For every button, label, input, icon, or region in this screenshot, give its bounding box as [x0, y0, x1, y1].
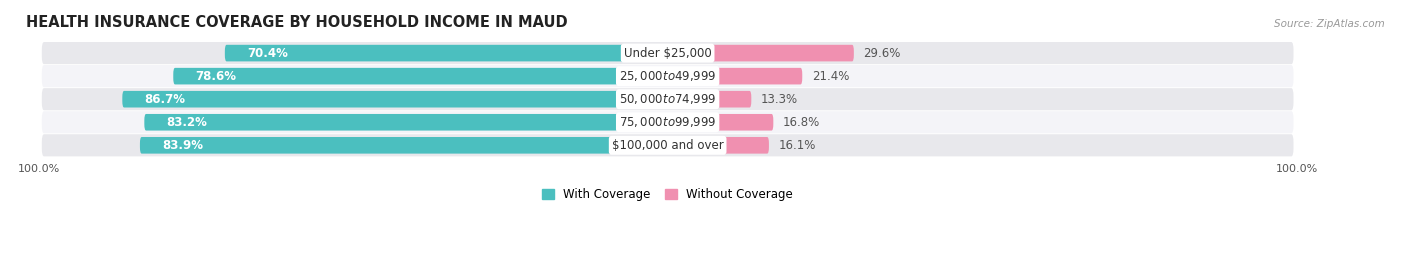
Text: Under $25,000: Under $25,000 [624, 47, 711, 60]
Text: Source: ZipAtlas.com: Source: ZipAtlas.com [1274, 19, 1385, 29]
FancyBboxPatch shape [42, 111, 1294, 133]
FancyBboxPatch shape [42, 42, 1294, 64]
Text: 83.2%: 83.2% [166, 116, 207, 129]
FancyBboxPatch shape [173, 68, 668, 85]
Text: 21.4%: 21.4% [811, 70, 849, 83]
FancyBboxPatch shape [668, 45, 853, 61]
FancyBboxPatch shape [42, 134, 1294, 156]
Text: 16.1%: 16.1% [779, 139, 815, 152]
Text: $75,000 to $99,999: $75,000 to $99,999 [619, 115, 717, 129]
Text: 70.4%: 70.4% [247, 47, 288, 60]
Text: HEALTH INSURANCE COVERAGE BY HOUSEHOLD INCOME IN MAUD: HEALTH INSURANCE COVERAGE BY HOUSEHOLD I… [27, 15, 568, 30]
FancyBboxPatch shape [122, 91, 668, 107]
FancyBboxPatch shape [225, 45, 668, 61]
Text: 29.6%: 29.6% [863, 47, 901, 60]
Text: 86.7%: 86.7% [145, 93, 186, 106]
Text: $100,000 and over: $100,000 and over [612, 139, 724, 152]
FancyBboxPatch shape [668, 114, 773, 131]
FancyBboxPatch shape [668, 137, 769, 154]
Text: 78.6%: 78.6% [195, 70, 236, 83]
Text: 16.8%: 16.8% [783, 116, 820, 129]
FancyBboxPatch shape [145, 114, 668, 131]
FancyBboxPatch shape [668, 68, 803, 85]
FancyBboxPatch shape [42, 65, 1294, 87]
Text: 13.3%: 13.3% [761, 93, 797, 106]
Text: $25,000 to $49,999: $25,000 to $49,999 [619, 69, 717, 83]
Text: 83.9%: 83.9% [162, 139, 202, 152]
Legend: With Coverage, Without Coverage: With Coverage, Without Coverage [543, 188, 793, 201]
Text: $50,000 to $74,999: $50,000 to $74,999 [619, 92, 717, 106]
FancyBboxPatch shape [668, 91, 751, 107]
FancyBboxPatch shape [42, 88, 1294, 110]
FancyBboxPatch shape [141, 137, 668, 154]
